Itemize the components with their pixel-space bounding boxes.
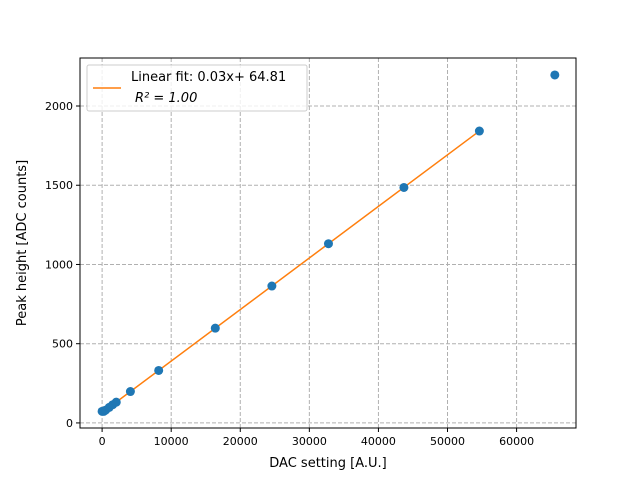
x-tick-label: 60000 [499,435,534,448]
legend-label-r2: R² = 1.00 [135,91,197,106]
legend: Linear fit: 0.03x+ 64.81 R² = 1.00 [86,64,308,112]
data-point [210,323,220,333]
ticks: 0 10000 20000 30000 40000 50000 60000 0 500 1000 1… [45,100,534,448]
data-point [154,365,164,375]
x-tick-label: 0 [99,435,106,448]
data-point [125,387,135,397]
axes-frame [79,57,577,429]
legend-label-fit: Linear fit: 0.03x+ 64.81 [131,70,286,85]
y-tick-label: 1000 [45,258,73,271]
x-tick-label: 20000 [223,435,258,448]
x-tick-label: 50000 [430,435,465,448]
data-point [267,281,277,291]
data-point [550,70,560,80]
marks [97,70,560,416]
y-tick-label: 0 [66,417,73,430]
x-axis-label: DAC setting [A.U.] [269,456,386,471]
fit-line [101,130,480,414]
y-tick-label: 500 [52,338,73,351]
x-tick-label: 30000 [292,435,327,448]
x-tick-label: 10000 [154,435,189,448]
y-tick-label: 2000 [45,100,73,113]
y-axis-label: Peak height [ADC counts] [15,160,30,326]
x-tick-label: 40000 [361,435,396,448]
grid [80,58,576,428]
data-point [323,239,333,249]
legend-box [86,64,308,112]
y-tick-label: 1500 [45,179,73,192]
data-point [474,126,484,136]
data-point [399,182,409,192]
data-point [111,397,121,407]
